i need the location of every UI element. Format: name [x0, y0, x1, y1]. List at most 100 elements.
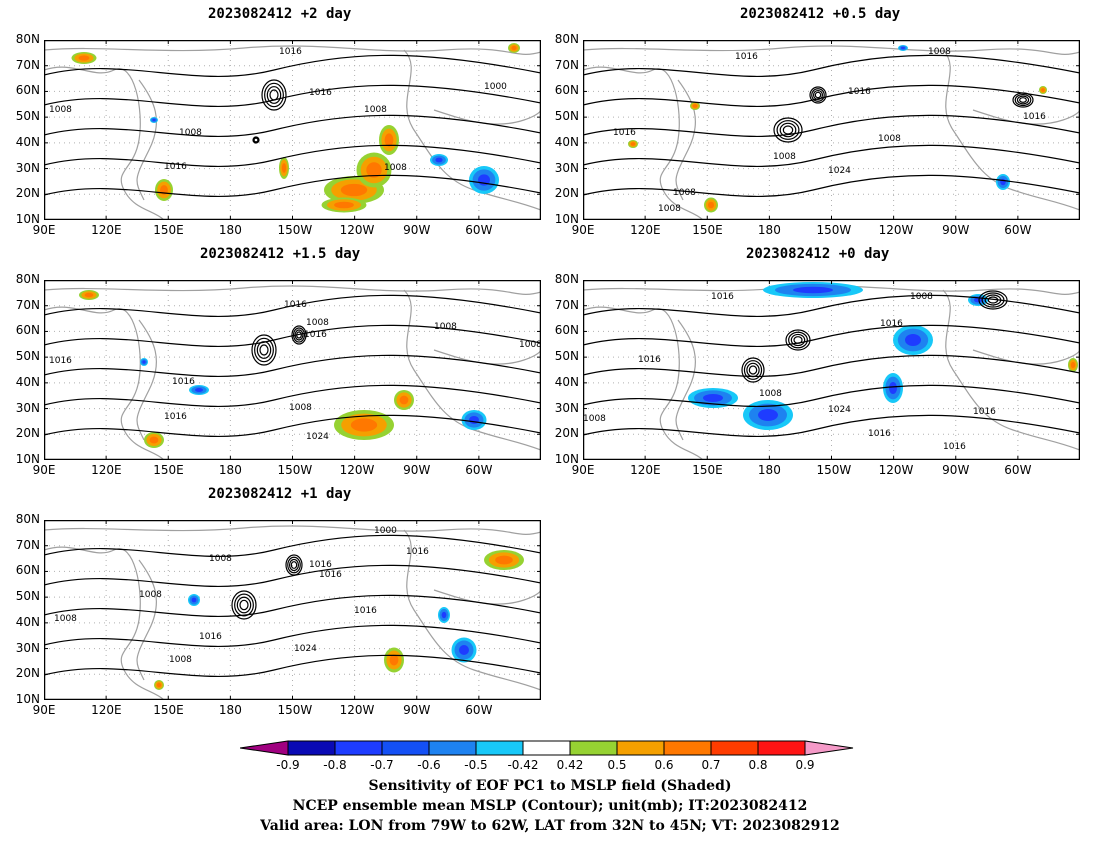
contour-label: 1016: [613, 128, 636, 138]
contour-label: 1008: [658, 204, 681, 214]
contour-label: 1016: [164, 162, 187, 172]
contour-label: 1016: [164, 412, 187, 422]
contour-label: 1008: [179, 128, 202, 138]
lon-label: 180: [757, 223, 781, 237]
lat-label: 70N: [554, 57, 579, 72]
contour-label: 1008: [364, 105, 387, 115]
colorbar-tick-label: 0.8: [748, 758, 767, 772]
panel-title-plus0: 2023082412 +0 day: [746, 246, 890, 262]
colorbar-segment: [710, 740, 759, 756]
colorbar-tick-label: -0.8: [323, 758, 346, 772]
lat-label: 50N: [15, 109, 40, 124]
contour-label: 1024: [294, 644, 317, 654]
contour-label: 1008: [773, 152, 796, 162]
contour-label: 1008: [306, 318, 329, 328]
lon-label: 90W: [942, 223, 970, 237]
colorbar-segment: [663, 740, 712, 756]
lat-label: 80N: [15, 512, 40, 526]
lon-label: 150E: [153, 223, 184, 237]
caption-contour-info: NCEP ensemble mean MSLP (Contour); unit(…: [292, 798, 808, 814]
contour-label: 1016: [354, 606, 377, 616]
panel-title-plus2: 2023082412 +2 day: [208, 6, 352, 22]
lon-label: 150W: [816, 463, 852, 477]
contour-label: 1008: [434, 322, 457, 332]
lon-label: 60W: [465, 223, 493, 237]
map-panel-plus0-5: 1016 1008 1016 1016 1016 1008 1024 1008 1008 1008: [583, 40, 1080, 220]
lon-label: 150E: [692, 223, 723, 237]
contour-label: 1016: [943, 442, 966, 452]
lon-label: 120W: [339, 703, 375, 717]
lat-label: 10N: [15, 692, 40, 706]
colorbar-segment: [569, 740, 618, 756]
lon-label: 120W: [878, 223, 914, 237]
colorbar-tick-label: -0.5: [464, 758, 487, 772]
colorbar-arrow-left: [240, 740, 289, 756]
lat-label: 30N: [15, 160, 40, 175]
lat-label: 80N: [554, 32, 579, 46]
lat-label: 10N: [554, 452, 579, 466]
contour-label: 1008: [928, 47, 951, 57]
lon-label: 120E: [91, 463, 122, 477]
lat-label: 50N: [554, 109, 579, 124]
lat-label: 20N: [15, 666, 40, 681]
map-panel-plus2: 1016 1016 1008 1000 1008 1008 1016 1008: [44, 40, 541, 220]
lon-label: 180: [218, 463, 242, 477]
contour-label: 1008: [289, 403, 312, 413]
lat-label: 70N: [15, 57, 40, 72]
map-panel-plus0: 1016 1008 1016 1016 1008 1024 1016 1016 1016 1008: [583, 280, 1080, 460]
colorbar-tick-label: 0.5: [607, 758, 626, 772]
contour-label: 1000: [484, 82, 507, 92]
colorbar-segment: [616, 740, 665, 756]
lat-label: 20N: [15, 186, 40, 201]
lat-label: 40N: [554, 374, 579, 389]
lat-label: 40N: [554, 134, 579, 149]
lat-label: 10N: [554, 212, 579, 226]
contour-label: 1024: [306, 432, 329, 442]
colorbar-segment: [757, 740, 806, 756]
contour-label: 1016: [304, 330, 327, 340]
lon-label: 150E: [153, 703, 184, 717]
lat-label: 50N: [554, 349, 579, 364]
lat-label: 30N: [554, 160, 579, 175]
lat-label: 80N: [554, 272, 579, 286]
lat-label: 50N: [15, 349, 40, 364]
lon-label: 150W: [277, 223, 313, 237]
contour-label: 1008: [878, 134, 901, 144]
lat-label: 40N: [15, 614, 40, 629]
lon-label: 90E: [571, 463, 595, 477]
lon-label: 60W: [1004, 463, 1032, 477]
lat-label: 70N: [554, 297, 579, 312]
contour-label: 1008: [759, 389, 782, 399]
lon-label: 150E: [153, 463, 184, 477]
contour-label: 1008: [384, 163, 407, 173]
contour-label: 1000: [374, 526, 397, 536]
lon-label: 150E: [692, 463, 723, 477]
lat-label: 40N: [15, 134, 40, 149]
contour-label: 1016: [309, 88, 332, 98]
panel-title-plus0-5: 2023082412 +0.5 day: [740, 6, 901, 22]
contour-label: 1016: [406, 547, 429, 557]
contour-label: 1016: [319, 570, 342, 580]
lon-label: 120W: [339, 463, 375, 477]
lon-label: 120E: [91, 223, 122, 237]
contour-label: 1008: [583, 414, 606, 424]
lon-label: 90E: [571, 223, 595, 237]
contour-label: 1016: [284, 300, 307, 310]
contour-label: 1008: [209, 554, 232, 564]
lat-label: 60N: [15, 563, 40, 578]
lon-label: 150W: [277, 703, 313, 717]
colorbar-segment: [381, 740, 430, 756]
contour-label: 1016: [279, 47, 302, 57]
lon-label: 120E: [630, 223, 661, 237]
lon-label: 60W: [465, 463, 493, 477]
lon-label: 120E: [91, 703, 122, 717]
lon-label: 120W: [878, 463, 914, 477]
contour-label: 1008: [139, 590, 162, 600]
lon-label: 60W: [1004, 223, 1032, 237]
colorbar: -0.9 -0.8 -0.7 -0.6 -0.5 -0.42 0.42 0.5 0.6 0.7 0.…: [240, 740, 854, 772]
contour-label: 1024: [828, 405, 851, 415]
lat-label: 40N: [15, 374, 40, 389]
colorbar-tick-label: -0.7: [370, 758, 393, 772]
colorbar-tick-label: 0.9: [795, 758, 814, 772]
colorbar-tick-label: 0.7: [701, 758, 720, 772]
